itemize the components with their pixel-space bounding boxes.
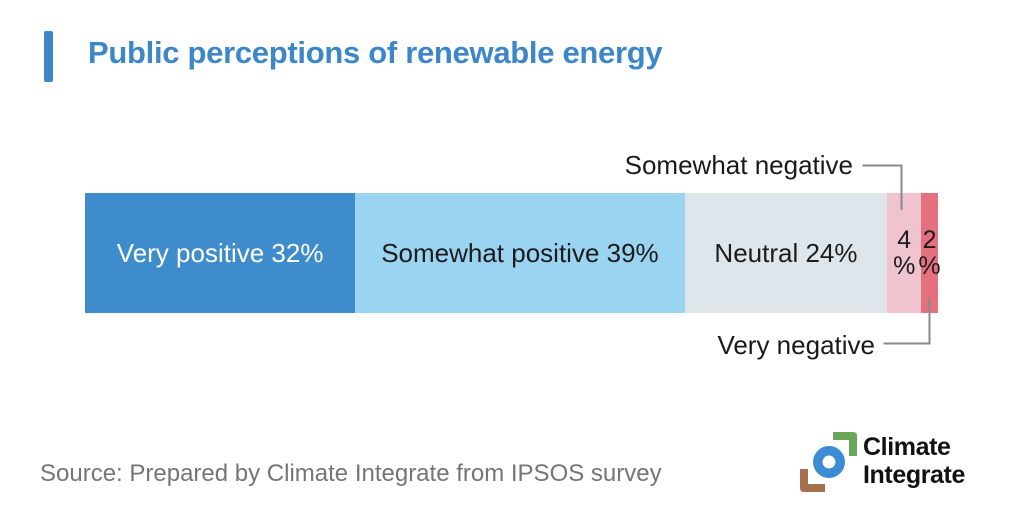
segment-neutral: Neutral 24%	[684, 193, 888, 313]
climate-integrate-logo: Climate Integrate	[797, 429, 965, 495]
segment-somewhat-positive: Somewhat positive 39%	[355, 193, 685, 313]
logo-text-line1: Climate	[863, 433, 951, 461]
segment-very-positive: Very positive 32%	[85, 193, 356, 313]
segment-label: 2%	[918, 225, 941, 280]
segment-label: Very positive 32%	[116, 237, 324, 268]
callout-very-negative: Very negative	[717, 330, 875, 360]
segment-label: Somewhat positive 39%	[381, 237, 659, 268]
title-accent-bar	[44, 31, 53, 82]
logo-text-line2: Integrate	[863, 460, 965, 489]
logo-green-corner-icon	[833, 432, 857, 456]
segment-somewhat-negative: 4%	[887, 193, 922, 313]
segment-very-negative: 2%	[918, 193, 941, 313]
stacked-bar: Very positive 32% Somewhat positive 39% Ne…	[85, 193, 941, 313]
logo-text: Climate Integrate	[863, 433, 965, 489]
source-text: Source: Prepared by Climate Integrate fr…	[40, 460, 662, 487]
climate-integrate-logo-icon	[800, 432, 857, 492]
callout-somewhat-negative: Somewhat negative	[624, 150, 853, 180]
segment-label: 4%	[893, 225, 916, 280]
logo-blue-ring-icon	[813, 446, 845, 478]
page-title: Public perceptions of renewable energy	[88, 35, 663, 70]
segment-label: Neutral 24%	[714, 237, 858, 268]
logo-brown-corner-icon	[800, 469, 825, 492]
